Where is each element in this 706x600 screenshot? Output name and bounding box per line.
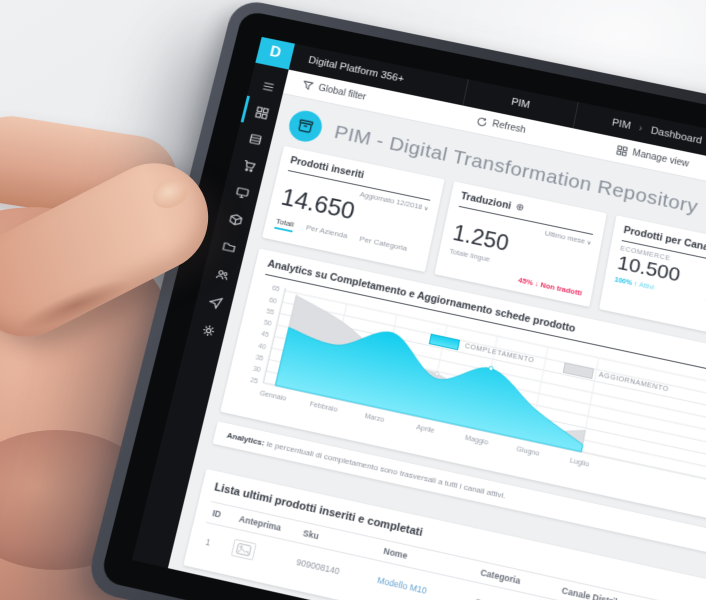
global-filter-label: Global filter xyxy=(317,83,367,103)
breadcrumb-separator: › xyxy=(638,123,644,134)
tablet-device: D Digital Platform 356+ PIM PIM › Dashbo… xyxy=(84,0,706,600)
pim-module-icon xyxy=(285,107,325,145)
menu-icon xyxy=(261,79,276,93)
analytics-chart-card: Analytics su Completamento e Aggiornamen… xyxy=(220,248,706,534)
svg-text:Aprile: Aprile xyxy=(416,422,436,435)
svg-text:Gennaio: Gennaio xyxy=(259,388,288,403)
svg-text:Marzo: Marzo xyxy=(364,410,386,424)
send-icon xyxy=(208,295,223,310)
tablet-screen: D Digital Platform 356+ PIM PIM › Dashbo… xyxy=(132,36,706,600)
svg-text:60: 60 xyxy=(268,294,278,305)
svg-text:50: 50 xyxy=(263,317,273,328)
dashboard-icon xyxy=(255,106,270,120)
svg-text:Febbraio: Febbraio xyxy=(309,398,339,414)
users-icon xyxy=(215,267,230,282)
svg-text:45: 45 xyxy=(260,329,270,340)
add-icon[interactable]: ⊕ xyxy=(514,202,525,214)
refresh-icon xyxy=(475,116,487,128)
svg-text:Giugno: Giugno xyxy=(516,443,541,458)
refresh-button[interactable]: Refresh xyxy=(475,116,526,136)
card-title: Traduzioni xyxy=(459,190,513,212)
database-icon xyxy=(248,132,263,146)
svg-text:25: 25 xyxy=(249,375,259,386)
arrow-up-icon: ↑ xyxy=(633,280,638,289)
cart-icon xyxy=(242,159,257,173)
tab-per-categoria[interactable]: Per Categoria xyxy=(358,234,408,253)
footnote-label: Analytics: xyxy=(225,430,266,448)
grid-view-icon xyxy=(615,145,627,157)
devices-icon xyxy=(235,185,250,199)
svg-text:Maggio: Maggio xyxy=(464,432,489,447)
chevron-down-icon: ∨ xyxy=(586,240,592,247)
chevron-down-icon: ∨ xyxy=(423,206,429,213)
chart-area: 25 30 35 40 45 50 55 60 65 Gennaio Febbraio Marzo Ap… xyxy=(234,280,706,520)
folder-icon xyxy=(222,240,237,255)
image-placeholder-icon[interactable] xyxy=(230,538,257,561)
svg-text:40: 40 xyxy=(257,340,267,351)
refresh-label: Refresh xyxy=(491,119,527,136)
manage-view-label: Manage view xyxy=(631,148,690,170)
svg-text:Luglio: Luglio xyxy=(569,455,590,469)
svg-text:30: 30 xyxy=(252,363,262,374)
svg-text:65: 65 xyxy=(271,283,281,294)
breadcrumb-current: Dashboard xyxy=(649,125,703,147)
svg-text:55: 55 xyxy=(266,306,276,317)
filter-icon xyxy=(301,80,314,92)
channel-stats: ECOMMERCE 10.500 100% ↑ Attivi xyxy=(614,246,706,323)
tab-totali[interactable]: Totali xyxy=(274,216,295,233)
arrow-down-icon: ↓ xyxy=(534,279,540,289)
main-area: Global filter Refresh Manage view xyxy=(168,69,706,600)
tablet-bezel: D Digital Platform 356+ PIM PIM › Dashbo… xyxy=(99,9,706,600)
tab-per-azienda[interactable]: Per Azienda xyxy=(305,223,349,241)
archive-box-icon xyxy=(296,118,314,135)
breadcrumb-root[interactable]: PIM xyxy=(611,117,632,132)
package-icon xyxy=(228,212,243,226)
dashboard-content: PIM - Digital Transformation Repository … xyxy=(168,94,706,600)
svg-text:35: 35 xyxy=(255,352,265,363)
settings-icon xyxy=(201,323,217,338)
